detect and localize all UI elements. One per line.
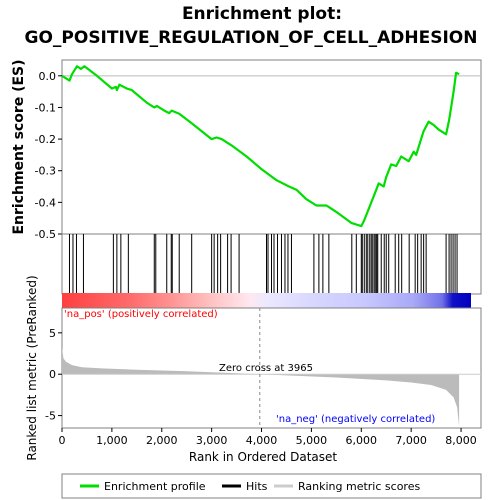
x-tick-label: 0 [59, 434, 66, 447]
es-panel: 0.0 -0.1 -0.2 -0.3 -0.4 -0.5 [35, 59, 482, 241]
legend-profile-label: Enrichment profile [104, 480, 206, 493]
chart-title-line1: Enrichment plot: [182, 4, 342, 24]
rank-heat-band [62, 293, 471, 308]
metric-y-ticks: 5 0 -5 [45, 327, 62, 423]
es-y-ticks: 0.0 -0.1 -0.2 -0.3 -0.4 -0.5 [35, 70, 62, 241]
metric-y-axis-label: Ranked list metric (PreRanked) [25, 275, 39, 460]
legend: Enrichment profile Hits Ranking metric s… [61, 473, 482, 499]
hit-marks [68, 234, 458, 294]
x-tick-label: 5,000 [296, 434, 328, 447]
legend-metric-label: Ranking metric scores [298, 480, 420, 493]
heat-band-rect [62, 293, 471, 308]
es-y-tick-label: -0.4 [35, 196, 56, 209]
pos-label: 'na_pos' (positively correlated) [64, 309, 218, 320]
x-tick-label: 6,000 [346, 434, 378, 447]
es-y-axis-label: Enrichment score (ES) [11, 59, 27, 234]
x-ticks: 0 1,000 2,000 3,000 4,000 5,000 6,000 7,000 8,00… [59, 428, 477, 447]
x-tick-label: 4,000 [246, 434, 278, 447]
es-y-tick-label: 0.0 [39, 70, 57, 83]
metric-y-tick-label: -5 [45, 410, 56, 423]
es-y-tick-label: -0.3 [35, 165, 56, 178]
es-y-tick-label: -0.2 [35, 133, 56, 146]
chart-title-line2: GO_POSITIVE_REGULATION_OF_CELL_ADHESION [25, 28, 478, 48]
enrichment-profile-line [61, 65, 460, 228]
hits-panel [61, 233, 482, 295]
x-tick-label: 8,000 [445, 434, 477, 447]
x-tick-label: 3,000 [196, 434, 228, 447]
x-tick-label: 1,000 [96, 434, 128, 447]
es-y-tick-label: -0.1 [35, 101, 56, 114]
x-axis-label: Rank in Ordered Dataset [189, 450, 337, 464]
legend-frame [61, 473, 482, 499]
metric-y-tick-label: 0 [49, 368, 56, 381]
es-y-tick-label: -0.5 [35, 228, 56, 241]
metric-panel: 5 0 -5 'na_pos' (positively correlated) Ze… [45, 307, 482, 429]
zero-cross-label: Zero cross at 3965 [219, 363, 313, 374]
legend-hits-label: Hits [246, 480, 268, 493]
metric-panel-frame [61, 307, 482, 429]
x-tick-label: 2,000 [146, 434, 178, 447]
neg-label: 'na_neg' (negatively correlated) [276, 414, 435, 425]
x-tick-label: 7,000 [395, 434, 427, 447]
metric-y-tick-label: 5 [49, 327, 56, 340]
